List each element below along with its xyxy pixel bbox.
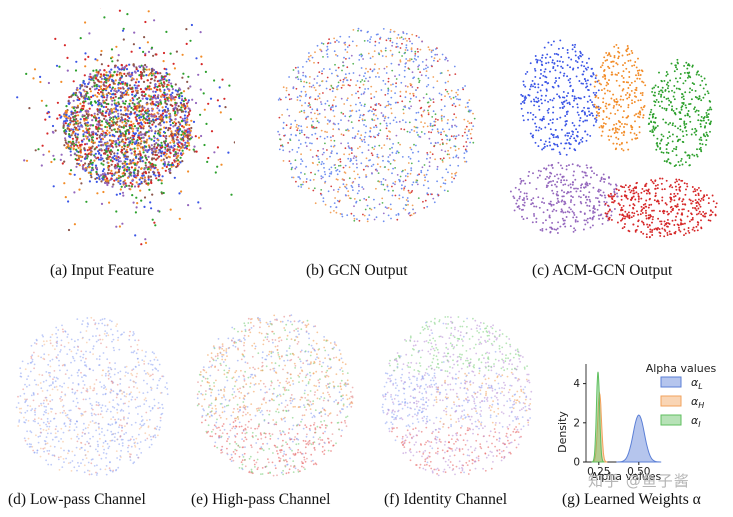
panel-identity: [375, 312, 540, 482]
y-tick-label: 2: [573, 417, 580, 429]
x-tick-label: 0.50: [627, 466, 650, 478]
panel-learned-weights: 0.25 0.50 0 2 4 Density Alpha values Alpha v…: [548, 354, 728, 482]
density-chart: 0.25 0.50 0 2 4 Density Alpha values Alpha v…: [556, 362, 717, 482]
panel-low-pass: [8, 315, 178, 480]
panel-high-pass: [190, 310, 360, 480]
x-axis-label: Alpha values: [591, 470, 662, 482]
legend: αL αH αI: [660, 376, 704, 429]
y-tick-label: 4: [573, 378, 580, 390]
caption-acm-gcn-output: (c) ACM-GCN Output: [532, 262, 673, 279]
legend-label-H: αH: [691, 395, 704, 410]
density-series-I: [591, 371, 605, 463]
caption-gcn-output: (b) GCN Output: [306, 262, 408, 279]
scatter-gcn-output: [277, 27, 476, 223]
caption-high-pass: (e) High-pass Channel: [191, 491, 331, 508]
scatter-acm-gcn-output: [509, 39, 718, 239]
legend-swatch-L: [660, 376, 682, 388]
y-axis-label: Density: [556, 411, 569, 453]
x-tick-label: 0.25: [587, 466, 610, 478]
legend-label-L: αL: [691, 376, 703, 391]
scatter-low-pass: [15, 316, 169, 476]
caption-low-pass: (d) Low-pass Channel: [8, 491, 146, 508]
panel-acm-gcn-output: [500, 18, 725, 248]
caption-input-feature: (a) Input Feature: [50, 262, 155, 279]
plot-area: 0.25 0.50 0 2 4: [573, 364, 662, 478]
legend-title: Alpha values: [646, 362, 717, 375]
legend-swatch-I: [660, 414, 682, 426]
caption-identity: (f) Identity Channel: [384, 491, 508, 508]
density-series-L: [616, 414, 662, 463]
scatter-high-pass: [196, 314, 354, 477]
watermark-text: 知乎 @鱼子酱: [588, 472, 690, 490]
density-series-H: [591, 391, 608, 463]
legend-swatch-H: [660, 395, 682, 407]
legend-label-I: αI: [691, 414, 701, 429]
scatter-identity: [381, 316, 533, 477]
panel-gcn-output: [265, 20, 485, 230]
scatter-input-feature: [16, 8, 235, 246]
panel-input-feature: [10, 8, 235, 248]
caption-learned-weights: (g) Learned Weights α: [562, 491, 701, 508]
y-tick-label: 0: [573, 457, 580, 469]
